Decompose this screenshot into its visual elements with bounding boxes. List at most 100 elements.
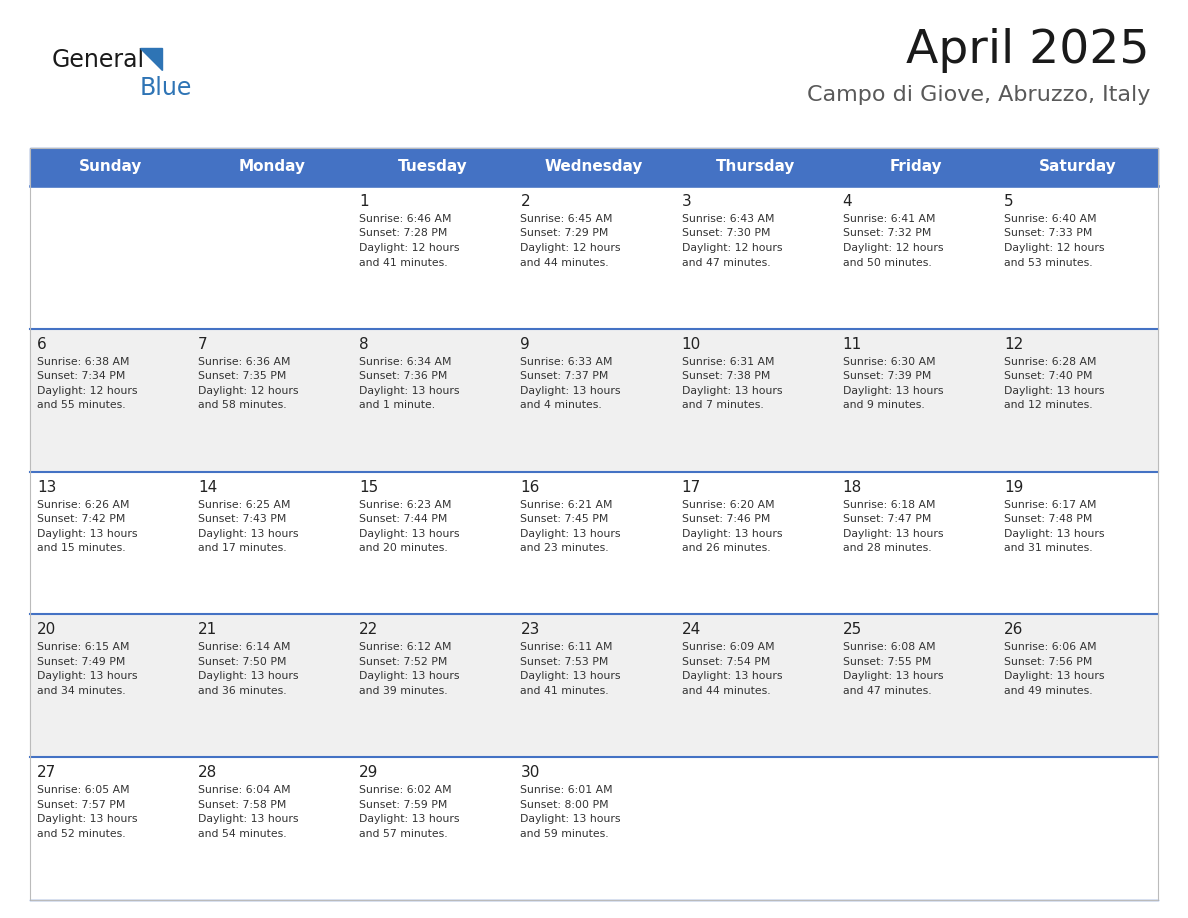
Bar [30,757,1158,900]
Text: Daylight: 13 hours: Daylight: 13 hours [520,529,621,539]
Text: Sunrise: 6:12 AM: Sunrise: 6:12 AM [359,643,451,653]
Text: Sunrise: 6:21 AM: Sunrise: 6:21 AM [520,499,613,509]
Text: and 44 minutes.: and 44 minutes. [520,258,609,267]
Text: and 7 minutes.: and 7 minutes. [682,400,764,410]
Text: Sunset: 7:37 PM: Sunset: 7:37 PM [520,371,608,381]
Text: Daylight: 13 hours: Daylight: 13 hours [359,814,460,824]
Text: Sunrise: 6:40 AM: Sunrise: 6:40 AM [1004,214,1097,224]
Text: Sunrise: 6:04 AM: Sunrise: 6:04 AM [198,785,291,795]
Text: Sunrise: 6:02 AM: Sunrise: 6:02 AM [359,785,451,795]
Text: Sunset: 7:36 PM: Sunset: 7:36 PM [359,371,448,381]
Text: Sunrise: 6:28 AM: Sunrise: 6:28 AM [1004,357,1097,367]
Text: 27: 27 [37,766,56,780]
Text: Daylight: 13 hours: Daylight: 13 hours [682,671,782,681]
Text: and 9 minutes.: and 9 minutes. [842,400,924,410]
Bar [30,614,1158,757]
Text: Sunset: 7:50 PM: Sunset: 7:50 PM [198,657,286,666]
Text: 20: 20 [37,622,56,637]
Text: Sunrise: 6:36 AM: Sunrise: 6:36 AM [198,357,291,367]
Text: and 20 minutes.: and 20 minutes. [359,543,448,554]
Text: Sunset: 7:49 PM: Sunset: 7:49 PM [37,657,126,666]
Text: Daylight: 13 hours: Daylight: 13 hours [37,671,138,681]
Text: 22: 22 [359,622,379,637]
Text: Sunset: 7:30 PM: Sunset: 7:30 PM [682,229,770,239]
Text: Daylight: 13 hours: Daylight: 13 hours [198,814,298,824]
Text: Sunrise: 6:38 AM: Sunrise: 6:38 AM [37,357,129,367]
Text: 17: 17 [682,479,701,495]
Text: Sunset: 7:42 PM: Sunset: 7:42 PM [37,514,126,524]
Text: Sunrise: 6:26 AM: Sunrise: 6:26 AM [37,499,129,509]
Text: Daylight: 13 hours: Daylight: 13 hours [198,671,298,681]
Text: Daylight: 12 hours: Daylight: 12 hours [682,243,782,253]
Text: Daylight: 13 hours: Daylight: 13 hours [842,671,943,681]
Text: Daylight: 13 hours: Daylight: 13 hours [1004,671,1105,681]
Text: 3: 3 [682,194,691,209]
Text: and 52 minutes.: and 52 minutes. [37,829,126,839]
Text: 29: 29 [359,766,379,780]
Text: Tuesday: Tuesday [398,160,468,174]
Text: and 47 minutes.: and 47 minutes. [682,258,770,267]
Text: Sunset: 7:52 PM: Sunset: 7:52 PM [359,657,448,666]
Text: and 39 minutes.: and 39 minutes. [359,686,448,696]
Text: Sunset: 7:54 PM: Sunset: 7:54 PM [682,657,770,666]
Text: Daylight: 13 hours: Daylight: 13 hours [842,386,943,396]
Text: Sunrise: 6:31 AM: Sunrise: 6:31 AM [682,357,775,367]
Text: and 49 minutes.: and 49 minutes. [1004,686,1093,696]
Text: 8: 8 [359,337,369,352]
Text: and 47 minutes.: and 47 minutes. [842,686,931,696]
Text: Sunset: 8:00 PM: Sunset: 8:00 PM [520,800,609,810]
Text: and 41 minutes.: and 41 minutes. [359,258,448,267]
Bar [30,329,1158,472]
Text: Daylight: 13 hours: Daylight: 13 hours [359,386,460,396]
Text: Sunrise: 6:20 AM: Sunrise: 6:20 AM [682,499,775,509]
Text: Daylight: 12 hours: Daylight: 12 hours [842,243,943,253]
Text: and 54 minutes.: and 54 minutes. [198,829,286,839]
Polygon shape [140,48,162,70]
Text: Sunrise: 6:30 AM: Sunrise: 6:30 AM [842,357,935,367]
Text: 13: 13 [37,479,56,495]
Text: and 36 minutes.: and 36 minutes. [198,686,286,696]
Text: 2: 2 [520,194,530,209]
Text: and 4 minutes.: and 4 minutes. [520,400,602,410]
Text: 12: 12 [1004,337,1023,352]
Text: Sunset: 7:55 PM: Sunset: 7:55 PM [842,657,931,666]
Text: Sunrise: 6:45 AM: Sunrise: 6:45 AM [520,214,613,224]
Text: Daylight: 12 hours: Daylight: 12 hours [359,243,460,253]
Text: 14: 14 [198,479,217,495]
Text: 11: 11 [842,337,862,352]
Text: 26: 26 [1004,622,1023,637]
Text: Sunset: 7:39 PM: Sunset: 7:39 PM [842,371,931,381]
Text: Daylight: 13 hours: Daylight: 13 hours [37,814,138,824]
Bar [30,472,1158,614]
Text: Daylight: 13 hours: Daylight: 13 hours [682,529,782,539]
Text: Sunrise: 6:05 AM: Sunrise: 6:05 AM [37,785,129,795]
Text: Sunrise: 6:33 AM: Sunrise: 6:33 AM [520,357,613,367]
Text: Sunrise: 6:15 AM: Sunrise: 6:15 AM [37,643,129,653]
Text: 23: 23 [520,622,539,637]
Bar [30,186,1158,329]
Text: 21: 21 [198,622,217,637]
Text: General: General [52,48,145,72]
Text: and 23 minutes.: and 23 minutes. [520,543,609,554]
Text: Sunrise: 6:41 AM: Sunrise: 6:41 AM [842,214,935,224]
Bar [30,148,1158,186]
Text: 28: 28 [198,766,217,780]
Text: and 57 minutes.: and 57 minutes. [359,829,448,839]
Text: Sunrise: 6:18 AM: Sunrise: 6:18 AM [842,499,935,509]
Text: Sunset: 7:33 PM: Sunset: 7:33 PM [1004,229,1092,239]
Text: and 44 minutes.: and 44 minutes. [682,686,770,696]
Text: Sunset: 7:38 PM: Sunset: 7:38 PM [682,371,770,381]
Text: Sunset: 7:40 PM: Sunset: 7:40 PM [1004,371,1092,381]
Text: Saturday: Saturday [1038,160,1117,174]
Text: Sunset: 7:59 PM: Sunset: 7:59 PM [359,800,448,810]
Text: Sunday: Sunday [78,160,143,174]
Text: and 28 minutes.: and 28 minutes. [842,543,931,554]
Text: 4: 4 [842,194,852,209]
Text: Monday: Monday [239,160,305,174]
Text: Sunrise: 6:46 AM: Sunrise: 6:46 AM [359,214,451,224]
Text: Sunset: 7:35 PM: Sunset: 7:35 PM [198,371,286,381]
Text: 7: 7 [198,337,208,352]
Text: Sunset: 7:58 PM: Sunset: 7:58 PM [198,800,286,810]
Text: Sunrise: 6:01 AM: Sunrise: 6:01 AM [520,785,613,795]
Text: Sunrise: 6:17 AM: Sunrise: 6:17 AM [1004,499,1097,509]
